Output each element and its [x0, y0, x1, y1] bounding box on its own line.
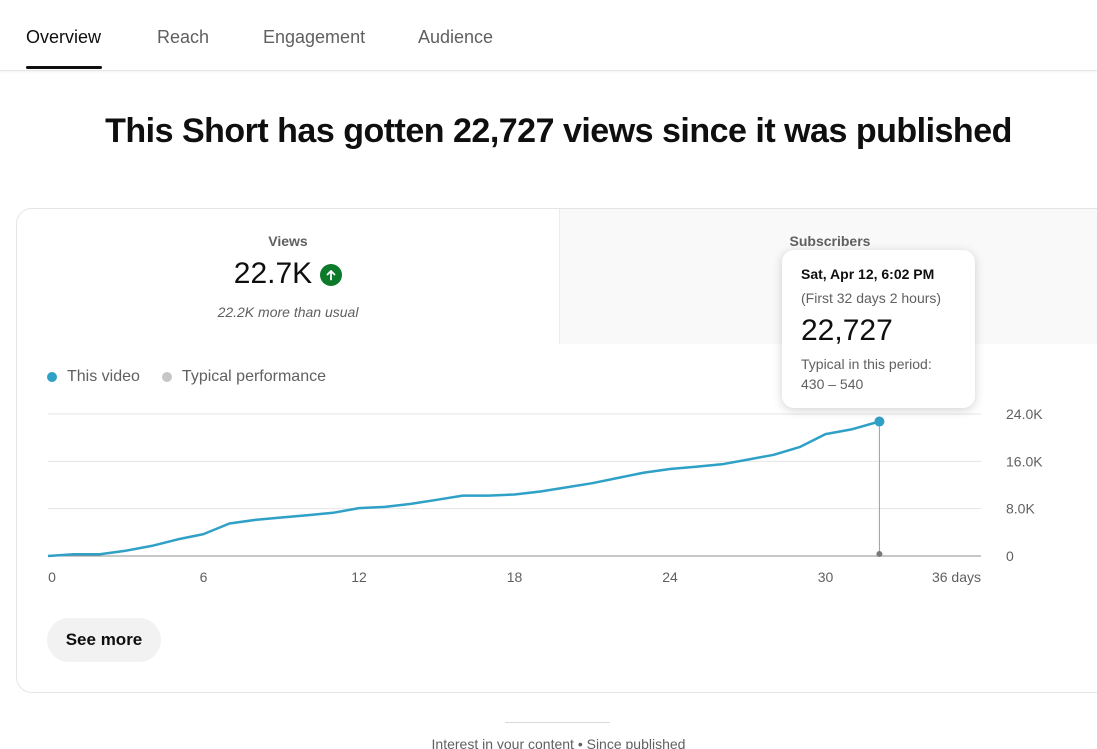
tab-audience[interactable]: Audience [418, 27, 494, 47]
views-metric-value: 22.7K [233, 257, 313, 290]
analytics-tab-bar: Overview Reach Engagement Audience [0, 0, 1097, 71]
tooltip-period: (First 32 days 2 hours) [801, 290, 942, 306]
series-line-this-video [47, 420, 880, 558]
views-line-chart[interactable]: 0 8.0K 16.0K 24.0K 0 6 12 18 24 30 36 days [17, 209, 1097, 609]
y-tick-label: 16.0K [1006, 453, 1043, 469]
x-tick-label: 18 [507, 569, 523, 585]
page-headline: This Short has gotten 22,727 views since… [105, 112, 1012, 150]
chart-legend: This video Typical performance [47, 368, 326, 386]
hover-baseline-dot [876, 551, 883, 557]
subscribers-metric-label: Subscribers [789, 233, 871, 249]
x-tick-label: 0 [48, 569, 56, 585]
y-tick-label: 0 [1006, 548, 1014, 564]
tab-engagement[interactable]: Engagement [263, 27, 366, 47]
views-metric-value-row: 22.7K [17, 257, 559, 291]
legend-label-this-video: This video [67, 368, 140, 385]
views-metric-tab[interactable]: Views 22.7K 22.2K more than usual [17, 209, 559, 344]
tab-overview[interactable]: Overview [26, 27, 102, 47]
active-tab-indicator [26, 66, 102, 69]
x-tick-label: 12 [351, 569, 367, 585]
tab-reach[interactable]: Reach [157, 27, 210, 47]
x-tick-label: 24 [662, 569, 678, 585]
next-section-caption: Interest in your content • Since publish… [431, 736, 686, 749]
x-tick-label: 36 days [932, 569, 981, 585]
legend-label-typical: Typical performance [181, 368, 326, 385]
legend-dot-icon [161, 372, 172, 382]
y-tick-label: 8.0K [1006, 501, 1035, 517]
tooltip-typical-label: Typical in this period: [801, 356, 932, 372]
tooltip-value: 22,727 [801, 314, 893, 347]
chart-tooltip: Sat, Apr 12, 6:02 PM (First 32 days 2 ho… [782, 250, 975, 408]
tooltip-typical-range: 430 – 540 [801, 376, 864, 392]
x-tick-label: 6 [200, 569, 208, 585]
see-more-button[interactable]: See more [47, 618, 161, 662]
legend-dot-icon [47, 372, 57, 382]
hover-data-point [874, 416, 885, 427]
views-metric-comparison: 22.2K more than usual [217, 304, 359, 320]
section-divider [505, 722, 610, 723]
views-metric-label: Views [268, 233, 308, 249]
y-tick-label: 24.0K [1006, 406, 1043, 422]
legend-item-this-video: This video [47, 368, 140, 386]
x-tick-label: 30 [818, 569, 834, 585]
arrow-up-icon [320, 264, 343, 286]
legend-item-typical: Typical performance [161, 368, 326, 386]
tooltip-date: Sat, Apr 12, 6:02 PM [801, 266, 935, 282]
